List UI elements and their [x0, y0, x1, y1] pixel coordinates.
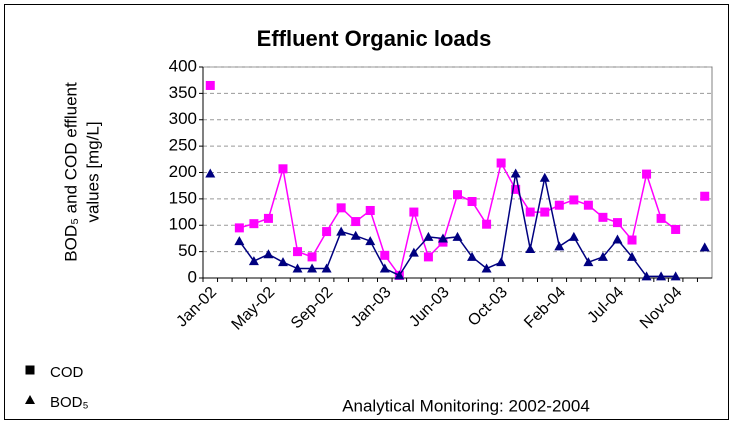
data-point [292, 263, 303, 273]
data-point [234, 236, 245, 246]
data-point [700, 191, 710, 201]
y-tick-label: 50 [178, 241, 197, 260]
x-axis-title: Analytical Monitoring: 2002-2004 [342, 396, 590, 415]
y-tick-label: 100 [169, 215, 197, 234]
data-point [423, 252, 433, 262]
data-point [671, 224, 681, 234]
data-point [496, 158, 506, 168]
y-tick-label: 150 [169, 188, 197, 207]
data-point [437, 233, 448, 243]
y-tick-label: 250 [169, 136, 197, 155]
legend-marker [25, 395, 35, 404]
data-point [612, 234, 623, 244]
data-point [467, 251, 478, 261]
data-point [263, 213, 273, 223]
data-point [656, 271, 667, 281]
y-axis-title: values [mg/L] [83, 121, 102, 222]
data-point [568, 231, 579, 241]
y-tick-label: 400 [169, 56, 197, 75]
data-point [641, 271, 652, 281]
data-point [656, 213, 666, 223]
data-point [277, 257, 288, 267]
data-point [598, 212, 608, 222]
data-point [699, 242, 710, 252]
data-point [365, 236, 376, 246]
data-point [249, 219, 259, 229]
legend-marker [25, 365, 35, 375]
data-point [321, 263, 332, 273]
y-tick-label: 0 [188, 267, 197, 286]
data-point [597, 251, 608, 261]
data-point [248, 256, 259, 266]
data-point [525, 207, 535, 217]
data-point [365, 205, 375, 215]
data-point [569, 195, 579, 205]
data-point [336, 226, 347, 236]
legend-label: COD [50, 364, 84, 381]
data-point [627, 251, 638, 261]
data-point [205, 80, 215, 90]
legend-label: BOD₅ [50, 394, 89, 411]
data-point [263, 249, 274, 259]
data-point [307, 252, 317, 262]
data-point [510, 168, 521, 178]
data-point [539, 172, 550, 182]
data-point [554, 241, 565, 251]
data-point [540, 207, 550, 217]
data-point [642, 169, 652, 179]
data-point [278, 164, 288, 174]
data-point [394, 270, 405, 280]
data-point [380, 250, 390, 260]
data-point [423, 231, 434, 241]
data-point [583, 257, 594, 267]
data-point [350, 230, 361, 240]
data-point [351, 217, 361, 227]
data-point [627, 235, 637, 245]
y-tick-label: 350 [169, 83, 197, 102]
data-point [336, 203, 346, 213]
data-point [554, 200, 564, 210]
data-point [322, 227, 332, 237]
data-point [453, 190, 462, 200]
data-point [409, 207, 419, 217]
data-point [467, 197, 477, 207]
chart-title: Effluent Organic loads [257, 26, 492, 51]
data-point [482, 219, 492, 229]
data-point [452, 231, 463, 241]
data-point [612, 218, 622, 228]
data-point [307, 263, 318, 273]
data-point [525, 243, 536, 253]
y-tick-label: 200 [169, 162, 197, 181]
data-point [293, 247, 303, 257]
data-point [670, 271, 681, 281]
data-point [205, 168, 216, 178]
data-point [234, 223, 244, 233]
data-point [583, 200, 593, 210]
data-point [408, 247, 419, 257]
data-point [481, 263, 492, 273]
data-point [379, 263, 390, 273]
data-point [496, 257, 507, 267]
y-tick-label: 300 [169, 109, 197, 128]
data-point [511, 184, 521, 194]
y-axis-title: BOD₅ and COD effluent [61, 82, 80, 262]
